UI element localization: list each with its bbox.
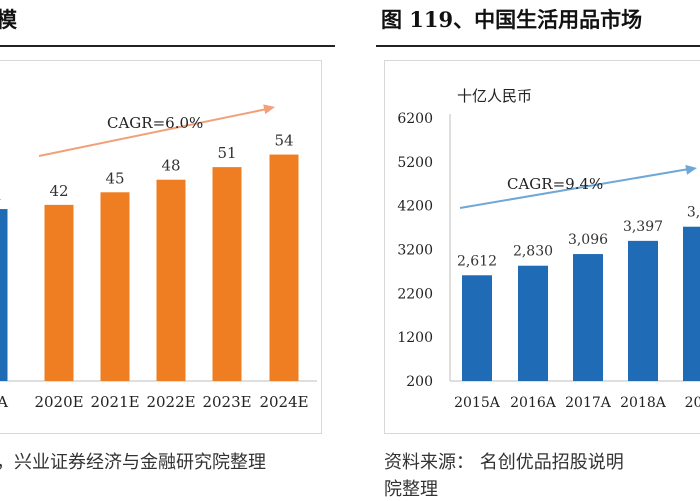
right-source-note: 资料来源： 名创优品招股说明 <box>384 452 624 473</box>
left-bar <box>212 167 242 381</box>
right-unit-label: 十亿人民币 <box>457 87 532 105</box>
right-cagr-arrow-head <box>685 164 697 175</box>
right-figure-heading: 图 119、中国生活用品市场 <box>381 7 643 32</box>
right-y-tick-label: 5200 <box>397 155 433 171</box>
left-x-tick-label: 2020E <box>34 393 83 411</box>
right-x-tick-label: 2018A <box>620 395 667 411</box>
left-cagr-arrow-head <box>263 104 275 115</box>
left-bar-value: 41 <box>0 186 3 204</box>
right-cagr-annotation: CAGR=9.4% <box>507 175 603 193</box>
right-bar-value: 2,612 <box>457 253 497 269</box>
right-y-tick-label: 3200 <box>397 243 433 259</box>
left-chart-panel: 41 19A 42 2020E 45 2021E 48 2022E 51 2023E 54 2024E… <box>0 60 322 434</box>
right-x-tick-label: 2016A <box>510 395 557 411</box>
right-y-tick-label: 6200 <box>397 111 433 127</box>
left-bar-value: 48 <box>161 157 180 175</box>
left-x-tick-label: 2023E <box>202 393 251 411</box>
left-bar-value: 51 <box>217 144 236 162</box>
right-bar <box>518 265 548 381</box>
left-bar-chart: 41 19A 42 2020E 45 2021E 48 2022E 51 2023E 54 2024E… <box>0 104 317 411</box>
left-cagr-annotation: CAGR=6.0% <box>107 114 203 132</box>
left-bar <box>100 192 130 381</box>
right-bar <box>573 254 603 381</box>
left-bar <box>156 179 186 381</box>
right-x-tick-label: 2017A <box>565 395 612 411</box>
left-cagr-arrow-line <box>38 108 268 157</box>
left-bar-value: 54 <box>274 132 293 150</box>
right-bar <box>462 275 492 381</box>
left-x-tick-label: 2021E <box>90 393 139 411</box>
right-y-tick-label: 1200 <box>397 330 433 346</box>
right-y-tick-label: 4200 <box>397 199 433 215</box>
left-x-tick-label: 2024E <box>259 393 308 411</box>
right-y-tick-label: 200 <box>406 374 433 390</box>
left-bar <box>269 154 299 381</box>
left-bar <box>0 209 8 381</box>
left-source-note: ，兴业证券经济与金融研究院整理 <box>0 452 266 473</box>
right-heading-rule <box>376 45 700 47</box>
right-cagr-arrow-line <box>459 168 690 209</box>
right-y-tick-label: 2200 <box>397 286 433 302</box>
right-bar <box>628 240 658 381</box>
left-bar-value: 42 <box>49 182 68 200</box>
right-bar-value: 3,096 <box>568 232 608 248</box>
right-bar-value: 2,830 <box>513 244 553 260</box>
right-x-tick-label: 201 <box>685 395 700 411</box>
left-x-tick-label: 2022E <box>146 393 195 411</box>
left-figure-heading: 模 <box>0 7 17 32</box>
right-bar <box>683 226 700 381</box>
left-bar-value: 45 <box>105 169 124 187</box>
left-bar <box>44 204 74 381</box>
right-source-note-line2: 院整理 <box>384 479 438 500</box>
right-bar-value: 3,7 <box>687 205 700 221</box>
right-chart-panel: 200 1200 2200 3200 4200 5200 6200 十亿人民币 2,612 201… <box>384 60 700 434</box>
left-heading-rule <box>0 45 335 47</box>
right-bar-value: 3,397 <box>623 219 663 235</box>
left-x-tick-label: 19A <box>0 393 8 411</box>
right-bar-chart: 200 1200 2200 3200 4200 5200 6200 十亿人民币 2,612 201… <box>397 87 700 411</box>
right-x-tick-label: 2015A <box>454 395 501 411</box>
